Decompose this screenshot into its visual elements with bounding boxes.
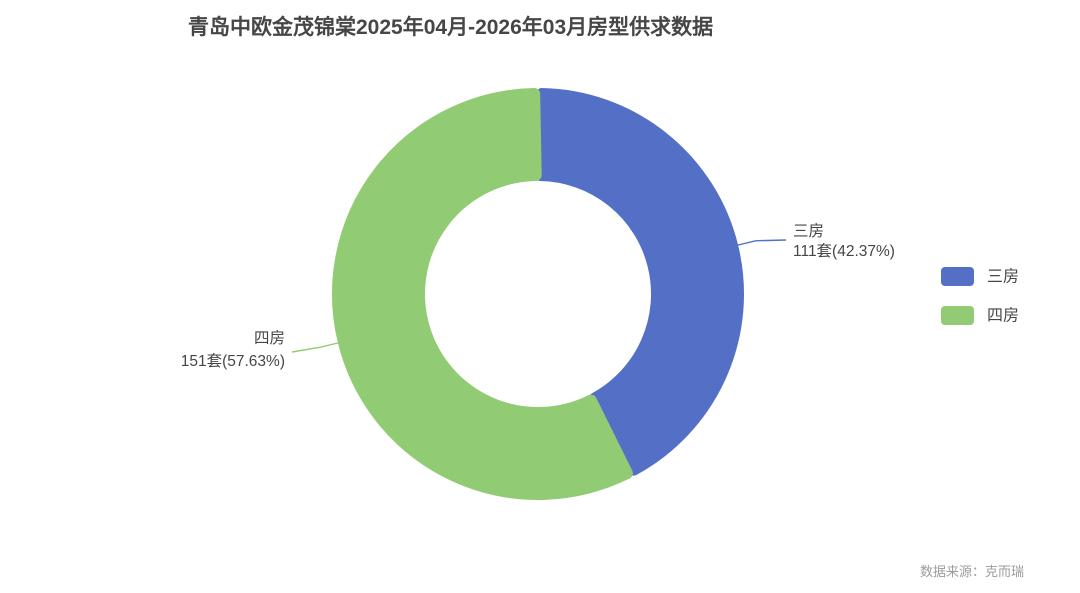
leader-line-four-room bbox=[291, 341, 340, 353]
legend-swatch-three-room bbox=[941, 267, 974, 286]
legend-label-four-room: 四房 bbox=[987, 307, 1019, 325]
slice-label-four-room-line1: 四房 bbox=[254, 329, 285, 347]
slice-label-three-room-line1: 三房 bbox=[793, 222, 824, 240]
legend-item-three-room[interactable]: 三房 bbox=[941, 267, 1019, 286]
leader-line-three-room bbox=[736, 239, 787, 247]
legend: 三房 四房 bbox=[941, 267, 1019, 325]
slice-label-four-room-line2: 151套(57.63%) bbox=[181, 352, 285, 370]
legend-swatch-four-room bbox=[941, 306, 974, 325]
data-source-note: 数据来源：克而瑞 bbox=[920, 564, 1025, 579]
slice-label-three-room-line2: 111套(42.37%) bbox=[793, 242, 895, 260]
page-title: 青岛中欧金茂锦棠2025年04月-2026年03月房型供求数据 bbox=[188, 16, 714, 39]
pie-slice-three-room[interactable] bbox=[534, 88, 744, 476]
legend-label-three-room: 三房 bbox=[987, 268, 1019, 286]
legend-item-four-room[interactable]: 四房 bbox=[941, 306, 1019, 325]
pie-slice-four-room[interactable] bbox=[332, 88, 633, 500]
